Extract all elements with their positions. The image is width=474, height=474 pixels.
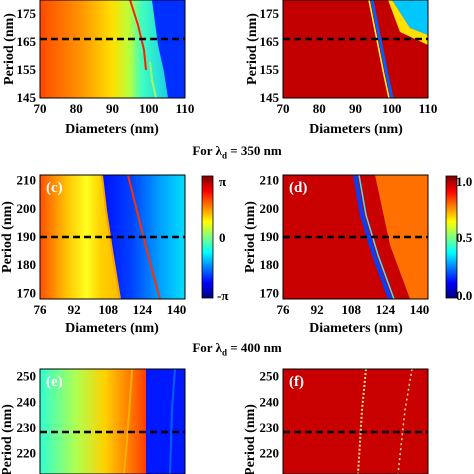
phase-colorbar-tick-bottom: -π xyxy=(217,288,228,303)
panel-d-ytick-190: 190 xyxy=(260,229,280,244)
panel-c-edge xyxy=(101,175,121,299)
panel-f-ytick-230: 230 xyxy=(260,420,280,435)
panel-f-ridge-2 xyxy=(397,369,413,474)
panel-b-ridge xyxy=(370,0,394,98)
panel-a-xtick-100: 100 xyxy=(139,101,159,116)
panel-b-ytick-155: 155 xyxy=(260,62,280,77)
panel-a-discontinuity-2 xyxy=(149,61,157,98)
panel-b-ridge-edge xyxy=(368,0,390,98)
panel-e-ytick-240: 240 xyxy=(17,394,37,409)
panel-d-ridge-edge xyxy=(358,175,395,299)
phase-colorbar-tick-top: π xyxy=(219,174,226,189)
panel-d-xtick-76: 76 xyxy=(277,302,291,317)
section-label-400: For λd = 400 nm xyxy=(192,340,282,358)
panel-a-xtick-90: 90 xyxy=(106,101,119,116)
panel-d-xtick-92: 92 xyxy=(311,302,324,317)
panel-e-ylabel: Period (nm) xyxy=(0,404,15,474)
amplitude-colorbar-tick-top: 1.0 xyxy=(456,174,472,189)
panel-c-ylabel: Period (nm) xyxy=(0,201,15,273)
panel-c-ytick-180: 180 xyxy=(17,257,37,272)
panel-e-label: (e) xyxy=(46,374,63,390)
panel-b-xlabel: Diameters (nm) xyxy=(309,122,403,137)
panel-e-discontinuity xyxy=(123,369,133,474)
panel-a-blue-region xyxy=(152,0,185,98)
panel-b-xtick-80: 80 xyxy=(313,101,326,116)
panel-c-ytick-210: 210 xyxy=(17,173,37,188)
panel-d-ytick-180: 180 xyxy=(260,257,280,272)
panel-c-ytick-200: 200 xyxy=(17,201,37,216)
panel-e-ytick-230: 230 xyxy=(17,420,37,435)
panel-f-ytick-220: 220 xyxy=(260,446,280,461)
panel-c-xlabel: Diameters (nm) xyxy=(65,321,159,336)
panel-d-xtick-124: 124 xyxy=(376,302,396,317)
panel-f-ridge xyxy=(357,369,367,474)
panel-a-xtick-70: 70 xyxy=(34,101,47,116)
panel-a-ytick-165: 165 xyxy=(17,34,37,49)
panel-d-xtick-140: 140 xyxy=(410,302,430,317)
panel-f-ytick-240: 240 xyxy=(260,394,280,409)
panel-c-xtick-124: 124 xyxy=(133,302,153,317)
panel-c-discontinuity xyxy=(127,175,161,299)
panel-b-mid-region xyxy=(388,0,428,45)
panel-f-background xyxy=(283,369,428,474)
panel-d-ytick-200: 200 xyxy=(260,201,280,216)
panel-d-ytick-170: 170 xyxy=(260,285,280,300)
panel-a-frame xyxy=(39,0,186,99)
panel-a-ylabel: Period (nm) xyxy=(2,13,17,85)
panel-f-ytick-250: 250 xyxy=(260,369,280,384)
panel-c-label: (c) xyxy=(46,180,63,196)
panel-d-orange-region xyxy=(375,175,428,299)
panel-c-xtick-108: 108 xyxy=(98,302,118,317)
panel-f-label: (f) xyxy=(289,374,304,390)
panel-b-xtick-100: 100 xyxy=(382,101,402,116)
panel-b xyxy=(283,0,428,98)
panel-b-xtick-90: 90 xyxy=(349,101,362,116)
phase-colorbar xyxy=(201,175,214,299)
panel-a-ytick-145: 145 xyxy=(17,90,37,105)
section-label-350: For λd = 350 nm xyxy=(192,143,282,161)
panel-a-ytick-155: 155 xyxy=(17,62,37,77)
panel-a-xtick-80: 80 xyxy=(70,101,83,116)
panel-a-ytick-175: 175 xyxy=(17,6,37,21)
panel-b-ylabel: Period (nm) xyxy=(245,13,260,85)
panel-a-discontinuity xyxy=(129,0,147,71)
amplitude-colorbar-tick-mid: 0.5 xyxy=(456,230,473,245)
panel-b-low-region xyxy=(392,0,428,35)
panel-b-ytick-175: 175 xyxy=(260,6,280,21)
panel-d-ylabel: Period (nm) xyxy=(243,201,258,273)
amplitude-colorbar-tick-bottom: 0.0 xyxy=(456,288,472,303)
panel-b-ytick-145: 145 xyxy=(260,90,280,105)
panel-b-xtick-70: 70 xyxy=(277,101,290,116)
panel-b-ytick-165: 165 xyxy=(260,34,280,49)
panel-e-discontinuity-2 xyxy=(169,369,176,474)
panel-d-ytick-210: 210 xyxy=(260,173,280,188)
phase-colorbar-tick-mid: 0 xyxy=(219,230,226,245)
panel-f-frame xyxy=(282,368,429,474)
amplitude-colorbar xyxy=(445,175,458,299)
panel-f xyxy=(283,369,428,474)
panel-c-xtick-140: 140 xyxy=(167,302,187,317)
panel-e-ytick-220: 220 xyxy=(17,446,37,461)
panel-c-xtick-92: 92 xyxy=(68,302,81,317)
panel-b-frame xyxy=(282,0,429,99)
tick-labels: 145 155 165 175 70 80 90 100 110 145 155 165 175 70 80… xyxy=(17,6,438,461)
panel-d-label: (d) xyxy=(289,180,307,196)
panel-a-xlabel: Diameters (nm) xyxy=(65,122,159,137)
panel-a-xtick-110: 110 xyxy=(176,101,195,116)
panel-e-frame xyxy=(39,368,186,474)
panel-d-xlabel: Diameters (nm) xyxy=(309,321,403,336)
panel-e-blue-region xyxy=(146,369,185,474)
panel-c-ytick-170: 170 xyxy=(17,285,37,300)
panel-d-ridge xyxy=(353,175,392,299)
panel-c-ytick-190: 190 xyxy=(17,229,37,244)
panel-b-xtick-110: 110 xyxy=(419,101,438,116)
panel-f-ylabel: Period (nm) xyxy=(243,404,258,474)
panel-d-xtick-108: 108 xyxy=(341,302,361,317)
panel-e-ytick-250: 250 xyxy=(17,369,37,384)
panel-e xyxy=(40,369,185,474)
panel-c-xtick-76: 76 xyxy=(34,302,48,317)
panel-a xyxy=(40,0,185,98)
